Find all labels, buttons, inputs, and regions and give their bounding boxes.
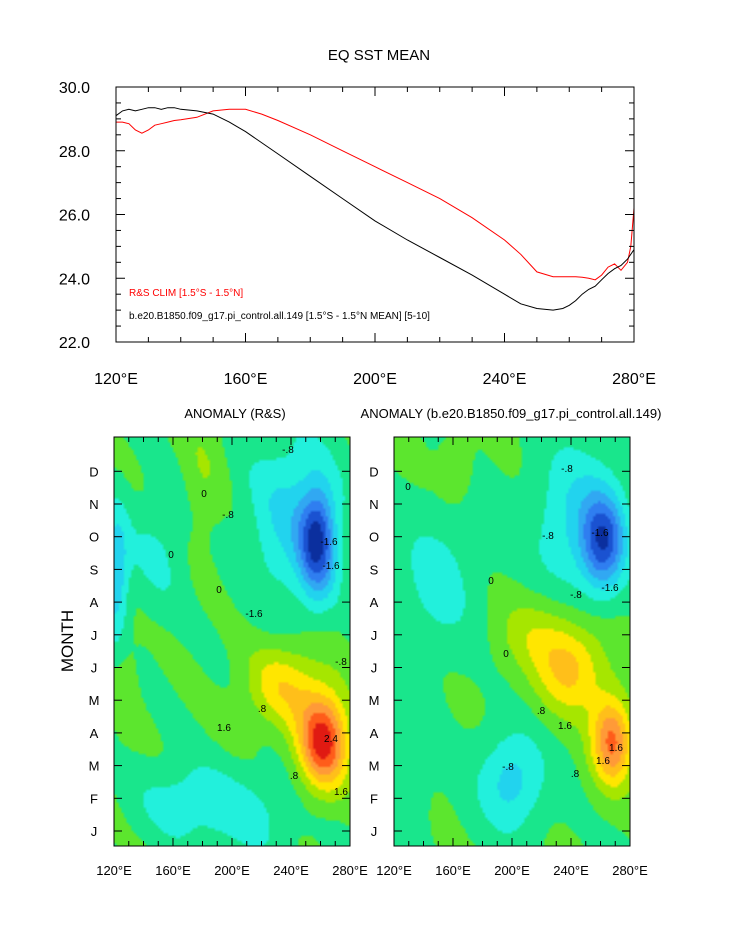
contour-label: 0 bbox=[216, 585, 222, 596]
y-tick-label: 24.0 bbox=[59, 271, 90, 288]
contour-label: 0 bbox=[201, 489, 207, 500]
contour-label: .8 bbox=[537, 706, 546, 717]
anomaly-rs-contour-labels: -.8 -.8 -.8 -1.6 -1.6 -1.6 0 0 0 .8 .8 1.6 2.4 1.6 bbox=[168, 445, 348, 798]
contour-label: 0 bbox=[488, 576, 494, 587]
hm-y-tick-label: N bbox=[369, 497, 378, 512]
contour-label: 1.6 bbox=[217, 723, 231, 734]
contour-label: 0 bbox=[503, 649, 509, 660]
line-chart-frame bbox=[115, 86, 635, 343]
y-tick-label: 26.0 bbox=[59, 208, 90, 225]
hm-y-tick-label: J bbox=[91, 661, 98, 676]
hm-y-tick-label: J bbox=[371, 661, 378, 676]
contour-label: -1.6 bbox=[322, 561, 340, 572]
contour-label: -1.6 bbox=[601, 583, 619, 594]
hm-y-tick-label: N bbox=[89, 497, 98, 512]
month-axis-label: MONTH bbox=[58, 610, 77, 672]
hm-x-tick-label: 240°E bbox=[553, 863, 589, 878]
hm-y-tick-label: D bbox=[89, 464, 98, 479]
hm-y-tick-label: J bbox=[371, 628, 378, 643]
anomaly-model-frame bbox=[393, 436, 631, 847]
hm-y-tick-label: O bbox=[89, 530, 99, 545]
hm-y-tick-label: A bbox=[90, 726, 99, 741]
contour-label: 2.4 bbox=[324, 734, 338, 745]
contour-label: 1.6 bbox=[558, 721, 572, 732]
anomaly-rs-axes: 120°E 160°E 200°E 240°E 280°E J F M A M J J A S O N D bbox=[89, 437, 368, 878]
anomaly-rs-frame bbox=[113, 436, 351, 847]
hm-y-tick-label: A bbox=[370, 726, 379, 741]
contour-label: 1.6 bbox=[596, 756, 610, 767]
contour-label: .8 bbox=[258, 704, 267, 715]
hm-x-tick-label: 280°E bbox=[332, 863, 368, 878]
hm-x-tick-label: 200°E bbox=[214, 863, 250, 878]
contour-label: -.8 bbox=[335, 657, 347, 668]
contour-label: 0 bbox=[405, 482, 411, 493]
hm-x-tick-label: 160°E bbox=[155, 863, 191, 878]
hm-y-tick-label: D bbox=[369, 464, 378, 479]
contour-label: .8 bbox=[290, 771, 299, 782]
line-chart-axes: 120°E 160°E 200°E 240°E 280°E 22.0 24.0 26.0 28.… bbox=[59, 80, 656, 388]
anomaly-model-title: ANOMALY (b.e20.B1850.f09_g17.pi_control.… bbox=[361, 406, 662, 421]
x-tick-label: 280°E bbox=[612, 371, 656, 388]
hm-y-tick-label: M bbox=[89, 759, 100, 774]
anomaly-rs-raster bbox=[114, 437, 350, 846]
hm-x-tick-label: 120°E bbox=[376, 863, 412, 878]
hm-x-tick-label: 240°E bbox=[273, 863, 309, 878]
hm-x-tick-label: 280°E bbox=[612, 863, 648, 878]
hm-y-tick-label: F bbox=[90, 791, 98, 806]
hm-x-tick-label: 160°E bbox=[435, 863, 471, 878]
series-line-0 bbox=[116, 108, 635, 281]
anomaly-panel-model: ANOMALY (b.e20.B1850.f09_g17.pi_control.… bbox=[361, 406, 662, 878]
x-tick-label: 200°E bbox=[353, 371, 397, 388]
legend-rs-clim: R&S CLIM [1.5°S - 1.5°N] bbox=[129, 288, 243, 299]
y-tick-label: 30.0 bbox=[59, 80, 90, 97]
hm-y-tick-label: M bbox=[369, 759, 380, 774]
contour-label: -.8 bbox=[502, 762, 514, 773]
anomaly-panel-rs: ANOMALY (R&S) -.8 -.8 -.8 -1.6 -1.6 -1.6 0 0 0 .8… bbox=[58, 406, 368, 878]
contour-label: -1.6 bbox=[245, 609, 263, 620]
contour-label: -.8 bbox=[222, 510, 234, 521]
x-tick-label: 120°E bbox=[94, 371, 138, 388]
legend-model: b.e20.B1850.f09_g17.pi_control.all.149 [… bbox=[129, 311, 430, 322]
hm-y-tick-label: J bbox=[91, 824, 98, 839]
anomaly-model-field bbox=[394, 437, 630, 846]
line-chart-title: EQ SST MEAN bbox=[328, 47, 430, 64]
hm-y-tick-label: S bbox=[370, 562, 379, 577]
hm-y-tick-label: S bbox=[90, 562, 99, 577]
y-tick-label: 28.0 bbox=[59, 144, 90, 161]
hm-x-tick-label: 120°E bbox=[96, 863, 132, 878]
hm-y-tick-label: A bbox=[370, 595, 379, 610]
contour-label: -1.6 bbox=[320, 537, 338, 548]
contour-label: -.8 bbox=[561, 464, 573, 475]
hm-y-tick-label: M bbox=[369, 693, 380, 708]
line-chart-series bbox=[115, 107, 635, 311]
hm-y-tick-label: A bbox=[90, 595, 99, 610]
hm-y-tick-label: J bbox=[371, 824, 378, 839]
x-tick-label: 240°E bbox=[483, 371, 527, 388]
hm-x-tick-label: 200°E bbox=[494, 863, 530, 878]
line-chart: EQ SST MEAN 120°E 160°E 200°E 240°E 280°E 22.… bbox=[59, 47, 656, 388]
hm-y-tick-label: M bbox=[89, 693, 100, 708]
y-tick-label: 22.0 bbox=[59, 335, 90, 352]
anomaly-rs-field bbox=[114, 437, 350, 846]
anomaly-model-raster bbox=[394, 437, 630, 846]
x-tick-label: 160°E bbox=[224, 371, 268, 388]
contour-label: .8 bbox=[571, 769, 580, 780]
contour-label: 0 bbox=[168, 550, 174, 561]
contour-label: 1.6 bbox=[334, 787, 348, 798]
hm-y-tick-label: J bbox=[91, 628, 98, 643]
hm-y-tick-label: O bbox=[369, 530, 379, 545]
anomaly-rs-title: ANOMALY (R&S) bbox=[184, 406, 285, 421]
contour-label: -1.6 bbox=[591, 528, 609, 539]
series-line-1 bbox=[115, 107, 635, 311]
hm-y-tick-label: F bbox=[370, 791, 378, 806]
contour-label: -.8 bbox=[542, 531, 554, 542]
anomaly-model-axes: 120°E 160°E 200°E 240°E 280°E J F M A M J J A S O N D bbox=[369, 437, 648, 878]
contour-label: -.8 bbox=[282, 445, 294, 456]
contour-label: 1.6 bbox=[609, 743, 623, 754]
anomaly-model-contour-labels: -.8 -.8 -.8 -1.6 1.6 -1.6 0 0 0 .8 .8 1.6 1.6 -.8 bbox=[405, 464, 623, 780]
contour-label: -.8 bbox=[570, 590, 582, 601]
